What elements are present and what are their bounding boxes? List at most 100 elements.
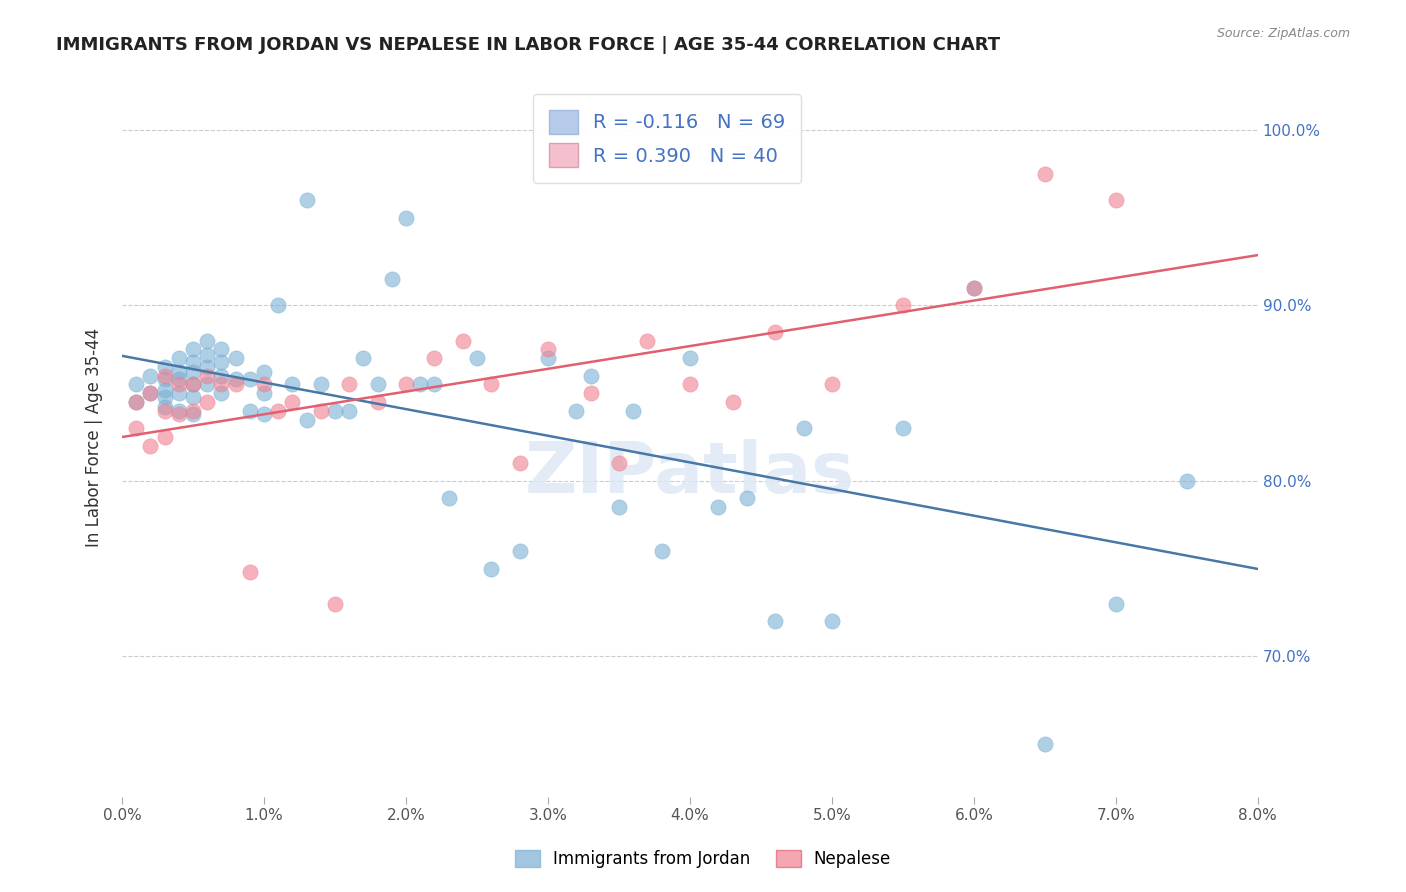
Point <box>239 372 262 386</box>
Point <box>509 544 531 558</box>
Point <box>209 354 232 368</box>
Point <box>891 421 914 435</box>
Point <box>167 403 190 417</box>
Point <box>621 403 644 417</box>
Point <box>352 351 374 365</box>
Point <box>195 395 218 409</box>
Point <box>1175 474 1198 488</box>
Point <box>181 377 204 392</box>
Point <box>281 377 304 392</box>
Point <box>367 377 389 392</box>
Point <box>679 377 702 392</box>
Point <box>309 377 332 392</box>
Point <box>891 298 914 312</box>
Point <box>437 491 460 506</box>
Point <box>139 386 162 401</box>
Point <box>295 412 318 426</box>
Point <box>451 334 474 348</box>
Point <box>195 377 218 392</box>
Point <box>1033 737 1056 751</box>
Point <box>381 272 404 286</box>
Point <box>125 395 148 409</box>
Point <box>963 281 986 295</box>
Point <box>337 377 360 392</box>
Point <box>167 386 190 401</box>
Point <box>153 368 176 383</box>
Point <box>721 395 744 409</box>
Point <box>153 401 176 415</box>
Point <box>253 386 276 401</box>
Point <box>253 365 276 379</box>
Point <box>267 403 290 417</box>
Point <box>181 354 204 368</box>
Point <box>735 491 758 506</box>
Point <box>167 377 190 392</box>
Legend: Immigrants from Jordan, Nepalese: Immigrants from Jordan, Nepalese <box>508 843 898 875</box>
Point <box>139 439 162 453</box>
Point <box>209 343 232 357</box>
Point <box>763 614 786 628</box>
Point <box>125 377 148 392</box>
Text: Source: ZipAtlas.com: Source: ZipAtlas.com <box>1216 27 1350 40</box>
Point <box>195 348 218 362</box>
Point <box>253 377 276 392</box>
Point <box>607 500 630 515</box>
Point <box>181 407 204 421</box>
Point <box>181 365 204 379</box>
Point <box>679 351 702 365</box>
Point <box>181 377 204 392</box>
Point <box>509 456 531 470</box>
Point <box>963 281 986 295</box>
Point <box>225 377 247 392</box>
Point <box>1105 193 1128 207</box>
Point <box>479 561 502 575</box>
Point <box>607 456 630 470</box>
Point <box>153 383 176 397</box>
Point <box>209 368 232 383</box>
Point <box>139 368 162 383</box>
Point <box>579 386 602 401</box>
Y-axis label: In Labor Force | Age 35-44: In Labor Force | Age 35-44 <box>86 327 103 547</box>
Point <box>479 377 502 392</box>
Point <box>167 407 190 421</box>
Point <box>167 351 190 365</box>
Point <box>395 211 418 225</box>
Point <box>153 359 176 374</box>
Point <box>821 614 844 628</box>
Point <box>367 395 389 409</box>
Point <box>579 368 602 383</box>
Point <box>225 351 247 365</box>
Text: IMMIGRANTS FROM JORDAN VS NEPALESE IN LABOR FORCE | AGE 35-44 CORRELATION CHART: IMMIGRANTS FROM JORDAN VS NEPALESE IN LA… <box>56 36 1000 54</box>
Point <box>651 544 673 558</box>
Point <box>1105 597 1128 611</box>
Point <box>253 407 276 421</box>
Point <box>537 351 560 365</box>
Point <box>337 403 360 417</box>
Point <box>423 377 446 392</box>
Point <box>309 403 332 417</box>
Point <box>209 377 232 392</box>
Point <box>792 421 814 435</box>
Point <box>139 386 162 401</box>
Point <box>195 368 218 383</box>
Point <box>195 359 218 374</box>
Legend: R = -0.116   N = 69, R = 0.390   N = 40: R = -0.116 N = 69, R = 0.390 N = 40 <box>533 95 801 183</box>
Point <box>181 343 204 357</box>
Point <box>153 403 176 417</box>
Point <box>409 377 432 392</box>
Point <box>239 565 262 579</box>
Point <box>763 325 786 339</box>
Point <box>636 334 658 348</box>
Text: ZIPatlas: ZIPatlas <box>524 439 855 508</box>
Point <box>195 334 218 348</box>
Point <box>821 377 844 392</box>
Point <box>707 500 730 515</box>
Point <box>1033 167 1056 181</box>
Point <box>125 395 148 409</box>
Point <box>153 372 176 386</box>
Point <box>181 390 204 404</box>
Point <box>565 403 588 417</box>
Point <box>153 430 176 444</box>
Point <box>209 386 232 401</box>
Point <box>295 193 318 207</box>
